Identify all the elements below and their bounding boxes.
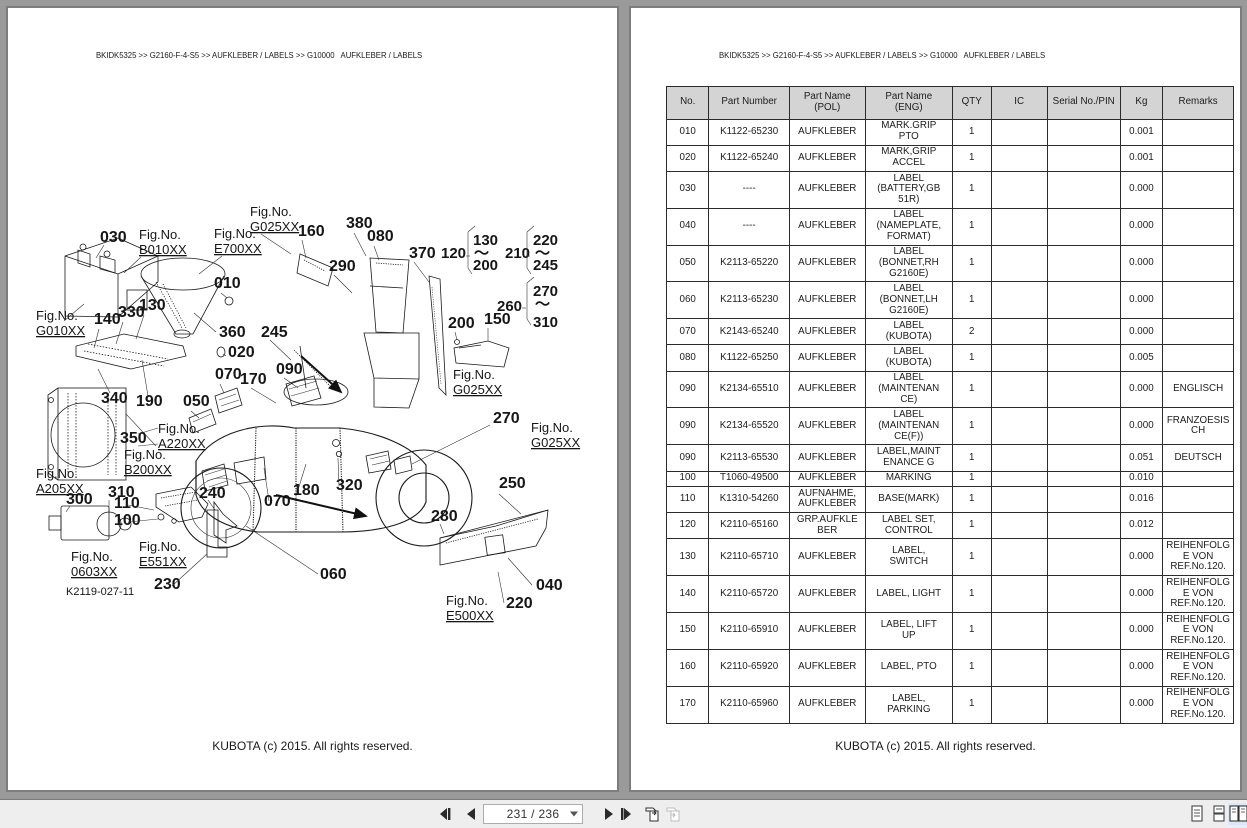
svg-text:270: 270 xyxy=(493,410,520,427)
svg-text:160: 160 xyxy=(298,223,325,240)
svg-text:G025XX: G025XX xyxy=(250,219,299,234)
svg-text:090: 090 xyxy=(276,361,303,378)
svg-text:310: 310 xyxy=(533,314,558,331)
svg-text:240: 240 xyxy=(199,485,226,502)
svg-text:070: 070 xyxy=(215,366,242,383)
svg-text:110: 110 xyxy=(114,495,140,512)
svg-text:180: 180 xyxy=(293,482,320,499)
svg-text:Fig.No.: Fig.No. xyxy=(158,421,200,436)
svg-text:Fig.No.: Fig.No. xyxy=(453,367,495,382)
svg-text:245: 245 xyxy=(533,257,558,274)
svg-text:200: 200 xyxy=(448,315,475,332)
svg-text:250: 250 xyxy=(499,475,526,492)
svg-text:190: 190 xyxy=(136,393,163,410)
svg-text:210: 210 xyxy=(505,245,530,262)
svg-text:050: 050 xyxy=(183,393,210,410)
svg-text:380: 380 xyxy=(346,215,373,232)
svg-text:245: 245 xyxy=(261,324,288,341)
svg-text:Fig.No.: Fig.No. xyxy=(124,447,166,462)
svg-text:230: 230 xyxy=(154,576,181,593)
svg-text:Fig.No.: Fig.No. xyxy=(531,420,573,435)
svg-text:280: 280 xyxy=(431,508,458,525)
svg-text:B010XX: B010XX xyxy=(139,242,187,257)
svg-text:Fig.No.: Fig.No. xyxy=(446,593,488,608)
svg-text:300: 300 xyxy=(66,491,93,508)
svg-text:320: 320 xyxy=(336,477,363,494)
svg-text:030: 030 xyxy=(100,229,127,246)
svg-text:G025XX: G025XX xyxy=(453,382,502,397)
svg-text:〜: 〜 xyxy=(535,296,550,313)
svg-text:370: 370 xyxy=(409,245,436,262)
svg-text:340: 340 xyxy=(101,390,128,407)
svg-text:290: 290 xyxy=(329,258,356,275)
svg-text:140: 140 xyxy=(94,311,121,328)
svg-text:150: 150 xyxy=(484,311,511,328)
svg-text:010: 010 xyxy=(214,275,241,292)
svg-text:120: 120 xyxy=(441,245,466,262)
svg-text:100: 100 xyxy=(114,512,141,529)
svg-text:040: 040 xyxy=(536,577,563,594)
svg-text:170: 170 xyxy=(240,371,267,388)
svg-text:E500XX: E500XX xyxy=(446,608,494,623)
svg-text:B200XX: B200XX xyxy=(124,462,172,477)
svg-text:360: 360 xyxy=(219,324,246,341)
svg-text:Fig.No.: Fig.No. xyxy=(36,466,78,481)
svg-text:Fig.No.: Fig.No. xyxy=(36,308,78,323)
svg-text:020: 020 xyxy=(228,344,255,361)
svg-text:Fig.No.: Fig.No. xyxy=(250,204,292,219)
svg-text:E700XX: E700XX xyxy=(214,241,262,256)
svg-text:Fig.No.: Fig.No. xyxy=(139,227,181,242)
svg-text:200: 200 xyxy=(473,257,498,274)
svg-text:Fig.No.: Fig.No. xyxy=(139,539,181,554)
svg-text:K2119-027-11: K2119-027-11 xyxy=(66,586,134,598)
svg-text:E551XX: E551XX xyxy=(139,554,187,569)
svg-text:0603XX: 0603XX xyxy=(71,564,118,579)
svg-text:060: 060 xyxy=(320,566,347,583)
svg-text:130: 130 xyxy=(139,297,166,314)
svg-text:220: 220 xyxy=(506,595,533,612)
svg-text:G010XX: G010XX xyxy=(36,323,85,338)
svg-text:G025XX: G025XX xyxy=(531,435,580,450)
svg-text:Fig.No.: Fig.No. xyxy=(71,549,113,564)
